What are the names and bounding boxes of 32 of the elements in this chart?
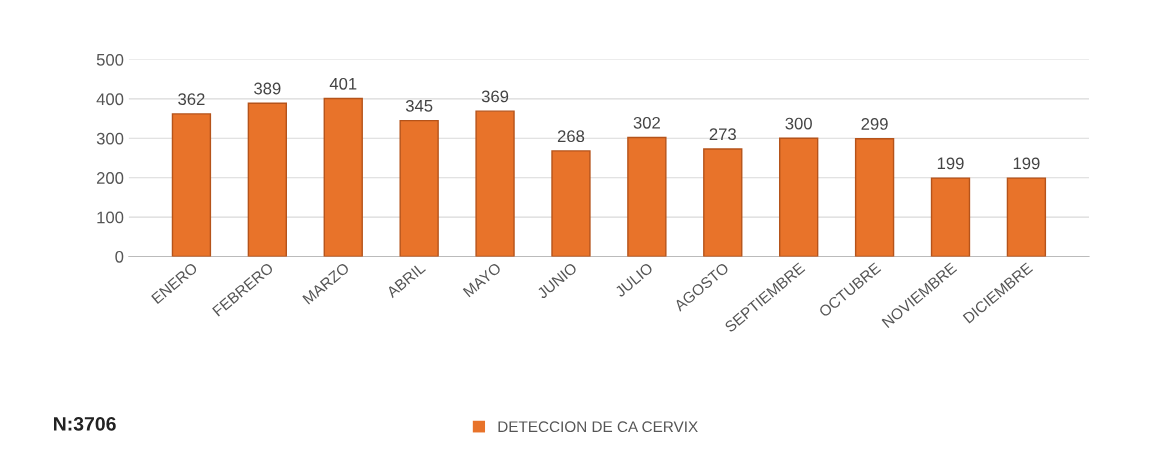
data-label: 401 <box>329 77 357 90</box>
data-label: 369 <box>481 90 509 103</box>
y-tick-label: 400 <box>96 93 124 106</box>
y-tick-label: 0 <box>115 250 124 263</box>
y-tick-label: 500 <box>96 53 124 66</box>
data-label: 389 <box>254 82 281 95</box>
data-label: 273 <box>709 128 736 141</box>
bar <box>475 110 515 257</box>
bar <box>171 113 212 257</box>
bar <box>551 150 591 257</box>
text: N:3706 <box>54 416 116 431</box>
y-tick-label: 200 <box>96 172 124 184</box>
legend-label: DETECCION DE CA CERVIX <box>498 421 698 433</box>
data-label: 300 <box>785 117 812 130</box>
data-label: 199 <box>937 157 964 170</box>
data-label: 299 <box>861 118 888 130</box>
data-label: 302 <box>633 116 660 129</box>
data-label: 362 <box>178 93 205 106</box>
bar <box>247 102 288 257</box>
bar <box>399 119 439 257</box>
bar <box>627 136 667 257</box>
bar <box>930 177 971 257</box>
bar <box>703 148 743 257</box>
bar <box>323 97 363 257</box>
data-label: 268 <box>557 130 585 143</box>
data-label: 199 <box>1013 157 1040 170</box>
bar <box>1006 177 1047 257</box>
bar <box>779 137 819 257</box>
bar <box>854 138 895 257</box>
y-tick-label: 100 <box>97 211 124 224</box>
data-label: 345 <box>405 99 433 112</box>
y-tick-label: 300 <box>96 132 124 145</box>
